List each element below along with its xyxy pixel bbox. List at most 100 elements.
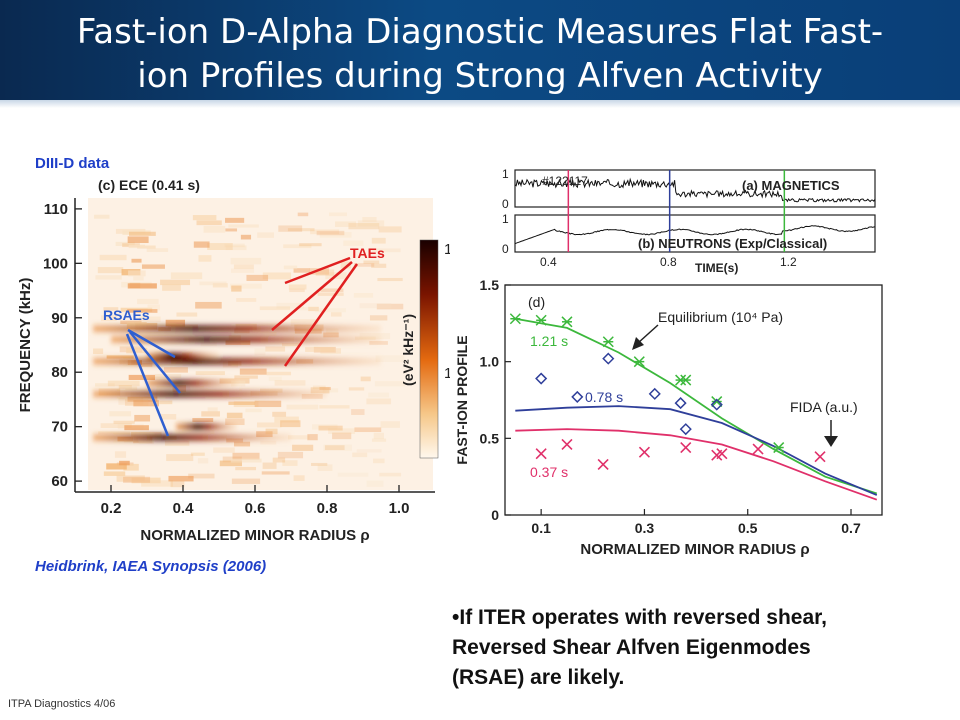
heatmap-cell [311,462,328,466]
rsae-annotation: RSAEs [103,307,181,437]
heatmap-cell [312,385,326,390]
heatmap-cell [356,449,382,453]
heatmap-cell [170,272,203,280]
slide-title: Fast-ion D-Alpha Diagnostic Measures Fla… [20,10,940,98]
profile-point [752,443,764,455]
ece-x-tick-label: 0.2 [101,500,122,517]
heatmap-cell [207,243,233,251]
heatmap-cell [261,471,290,475]
heatmap-cell [299,307,318,311]
heatmap-cell [282,460,298,466]
ece-x-ticks: 0.2 0.4 0.6 0.8 1.0 [101,485,409,517]
heatmap-cell [119,460,130,466]
heatmap-cell [228,401,256,405]
heatmap-cell [226,412,243,419]
equilibrium-arrowhead [632,337,644,350]
heatmap-cell [256,431,273,438]
neutrons-frame [514,214,876,253]
heatmap-cell [375,355,405,362]
heatmap-cell [162,284,181,291]
heatmap-cell [212,283,228,288]
heatmap-cell [195,371,225,376]
profile-point [710,398,723,411]
ece-y-tick-label: 70 [51,419,68,436]
heatmap-cell [129,231,156,236]
heatmap-cell [354,427,382,433]
heatmap-cell [371,237,386,244]
shot-number: #122117 [542,174,588,188]
profile-point [633,356,645,368]
heatmap-cell [224,243,245,248]
ece-x-tick-label: 0.6 [245,500,266,517]
heatmap-cell [357,220,385,227]
tae-annotation: TAEs [271,245,385,367]
heatmap-cell [228,224,259,228]
profile-y-tick-label: 1.5 [480,277,500,293]
heatmap-cell [133,400,159,407]
heatmap-cell [328,428,356,434]
profile-x-tick-label: 0.7 [841,520,861,536]
profile-y-tick-label: 0 [491,507,499,523]
heatmap-cell [353,293,374,298]
time-tick-0.8: 0.8 [660,255,677,269]
slide-title-line1: Fast-ion D-Alpha Diagnostic Measures Fla… [76,12,884,52]
bullet-text: If ITER operates with reversed shear, Re… [452,606,828,689]
colorbar-tick-10: 10 [444,241,450,258]
heatmap-cell [195,301,222,309]
heatmap-cell [259,388,283,393]
heatmap-cell [380,421,400,428]
heatmap-cell [192,418,214,422]
heatmap-cell [268,376,282,382]
heatmap-cell [213,447,235,453]
profile-curve-0.78s [515,405,878,496]
heatmap-cell [282,342,299,347]
footer-text: ITPA Diagnostics 4/06 [8,698,116,710]
heatmap-cell [197,458,209,464]
heatmap-cell [323,332,339,338]
heatmap-cell [359,303,392,309]
heatmap-band [93,325,381,332]
neu-y-tick-1: 1 [502,212,509,226]
profile-point [638,446,651,458]
time-tick-1.2: 1.2 [780,255,797,269]
fida-arrowhead [824,436,838,447]
heatmap-cell [362,217,377,222]
heatmap-cell [254,348,266,356]
heatmap-cell [231,478,261,484]
heatmap-cell [340,261,352,269]
rsae-arrow-3 [125,333,170,437]
colorbar-tick-1: 1 [444,365,450,382]
heatmap-cell [292,444,314,451]
heatmap-cell [234,441,251,447]
heatmap-cell [236,298,257,302]
heatmap-cell [320,288,344,292]
equilibrium-arrow [637,324,659,344]
heatmap-cell [165,319,186,327]
heatmap-cell [293,268,310,273]
heatmap-cell [319,405,350,409]
heatmap-cell [99,254,127,261]
profile-point [680,441,692,454]
heatmap-cell [95,383,115,387]
heatmap-cell [225,228,238,232]
heatmap-cell [196,220,222,226]
heatmap-cell [359,333,391,340]
heatmap-cell [363,260,380,264]
heatmap-cell [257,232,275,238]
profile-panel-label: (d) [528,294,545,310]
heatmap-cell [159,400,173,405]
heatmap-cell [230,458,262,463]
heatmap-cell [163,367,188,373]
heatmap-cell [230,283,262,289]
heatmap-cell [379,472,402,477]
heatmap-cell [309,268,329,275]
heatmap-cell [330,312,342,317]
heatmap-cell [232,452,260,460]
profile-point [597,458,609,470]
heatmap-cell [260,440,277,445]
bullet-dot: • [452,606,460,629]
heatmap-cell [154,373,182,379]
heatmap-cell [289,288,305,293]
heatmap-cell [315,269,335,276]
